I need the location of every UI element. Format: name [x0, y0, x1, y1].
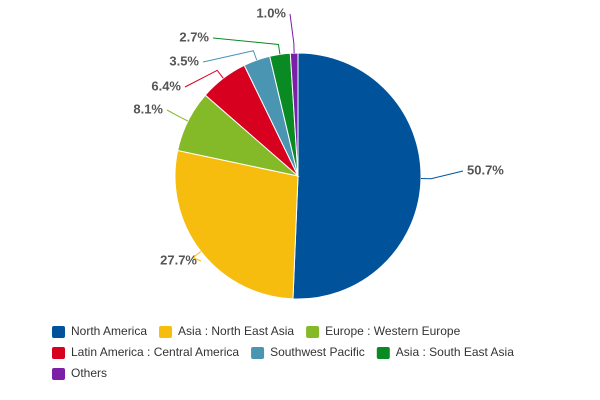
legend-item: North America [52, 324, 147, 338]
legend-swatch [306, 326, 320, 338]
leader-line [289, 13, 295, 54]
value-label: 8.1% [133, 101, 163, 116]
value-label: 2.7% [179, 29, 209, 44]
legend-item: Asia : South East Asia [376, 345, 514, 359]
pie-slice [292, 52, 422, 300]
leader-line [166, 109, 189, 122]
leader-line [202, 50, 258, 63]
leader-line [184, 69, 224, 88]
legend-swatch [376, 347, 390, 359]
legend-label: Asia : North East Asia [178, 324, 294, 338]
legend-swatch [52, 368, 65, 380]
legend-swatch [52, 326, 65, 338]
legend-item: Latin America : Central America [52, 345, 239, 359]
legend-item: Europe : Western Europe [306, 324, 461, 338]
leader-line [212, 37, 281, 55]
legend-label: Asia : South East Asia [396, 345, 514, 359]
legend-item: Asia : North East Asia [159, 324, 294, 338]
legend-swatch [159, 326, 173, 338]
value-label: 1.0% [256, 5, 286, 20]
value-label: 27.7% [160, 252, 197, 267]
value-label: 3.5% [169, 53, 199, 68]
legend-label: North America [71, 324, 147, 338]
legend-label: Europe : Western Europe [325, 324, 461, 338]
legend-item: Southwest Pacific [251, 345, 365, 359]
legend-label: Southwest Pacific [270, 345, 365, 359]
legend-item: Others [52, 366, 107, 380]
legend-swatch [52, 347, 65, 359]
legend-label: Latin America : Central America [71, 345, 239, 359]
leader-line [192, 251, 202, 262]
pie-slice [174, 149, 299, 300]
legend-swatch [251, 347, 265, 359]
leader-line [420, 170, 464, 180]
value-label: 50.7% [467, 162, 504, 177]
value-label: 6.4% [151, 78, 181, 93]
legend-label: Others [71, 366, 107, 380]
